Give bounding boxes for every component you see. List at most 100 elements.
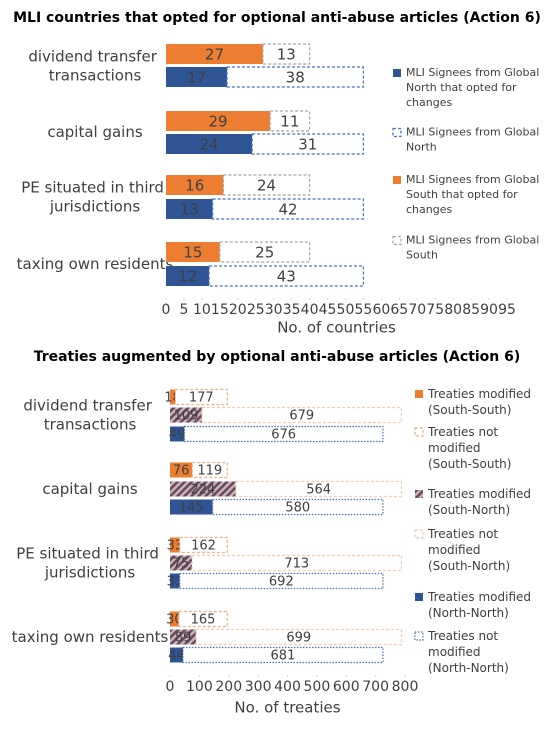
x-tick-label: 15 xyxy=(211,302,229,318)
value-label: 564 xyxy=(306,483,331,498)
bar-segment xyxy=(170,537,180,553)
chart-title: MLI countries that opted for optional an… xyxy=(13,10,541,26)
x-tick-label: 800 xyxy=(392,679,419,695)
x-tick-label: 200 xyxy=(215,679,242,695)
value-label: 145 xyxy=(179,501,204,516)
value-label: 31 xyxy=(298,136,317,154)
x-tick-label: 500 xyxy=(304,679,331,695)
value-label: 224 xyxy=(190,483,215,498)
bar-segment xyxy=(183,425,384,443)
bar-segment xyxy=(191,554,403,572)
x-tick-label: 90 xyxy=(480,302,498,318)
bar-segment xyxy=(170,647,183,663)
legend-label: Treaties modified (North-North) xyxy=(427,590,535,620)
value-label: 75 xyxy=(173,557,190,572)
bar-segment xyxy=(166,67,228,87)
legend-label: MLI Signees from Global North xyxy=(406,126,543,154)
bar-segment xyxy=(166,266,210,286)
category-label: PE situated in third jurisdictions xyxy=(16,544,163,581)
x-tick-label: 70 xyxy=(408,302,426,318)
value-label: 24 xyxy=(200,136,219,154)
category-label: PE situated in third jurisdictions xyxy=(21,178,168,215)
x-tick-label: 30 xyxy=(265,302,283,318)
legend-swatch xyxy=(415,490,423,498)
legend-label: Treaties modified (South-South) xyxy=(427,387,535,417)
legend-swatch xyxy=(392,235,402,246)
bar-segment xyxy=(170,555,193,571)
x-tick-label: 50 xyxy=(337,302,355,318)
value-label: 13 xyxy=(180,201,199,219)
value-label: 109 xyxy=(174,409,199,424)
value-label: 15 xyxy=(183,244,202,262)
value-label: 38 xyxy=(286,69,305,87)
x-tick-label: 65 xyxy=(390,302,408,318)
legend-label: MLI Signees from Global South xyxy=(406,234,543,262)
category-label: dividend transfer transactions xyxy=(28,47,161,84)
x-tick-label: 35 xyxy=(283,302,301,318)
bar-segment xyxy=(269,110,311,132)
value-label: 676 xyxy=(271,428,296,443)
x-tick-label: 60 xyxy=(372,302,390,318)
value-label: 699 xyxy=(286,631,311,646)
x-tick-label: 0 xyxy=(162,302,171,318)
bar-segment xyxy=(166,44,263,64)
legend-swatch xyxy=(392,127,402,138)
bar-segment xyxy=(208,265,365,287)
legend-label: Treaties modified (South-North) xyxy=(427,487,535,517)
x-tick-label: 80 xyxy=(444,302,462,318)
bar-segment xyxy=(170,611,179,627)
bar-segment xyxy=(251,133,365,155)
x-tick-label: 10 xyxy=(193,302,211,318)
value-label: 13 xyxy=(277,46,296,64)
bar-segment xyxy=(170,629,197,645)
bar-segment xyxy=(226,66,365,88)
value-label: 679 xyxy=(289,409,314,424)
x-tick-label: 20 xyxy=(229,302,247,318)
value-label: 681 xyxy=(271,649,296,664)
value-label: 165 xyxy=(191,613,216,628)
x-tick-label: 75 xyxy=(426,302,444,318)
bar-segment xyxy=(212,198,365,220)
x-tick-label: 25 xyxy=(247,302,265,318)
value-label: 177 xyxy=(189,391,214,406)
value-label: 713 xyxy=(284,557,309,572)
bar-segment xyxy=(191,461,228,479)
bar-segment xyxy=(195,628,403,646)
value-label: 25 xyxy=(255,244,274,262)
x-tick-label: 400 xyxy=(274,679,301,695)
x-tick-label: 55 xyxy=(355,302,373,318)
bar-segment xyxy=(179,572,384,590)
legend-label: MLI Signees from Global North that opted… xyxy=(406,66,543,109)
bar-segment xyxy=(170,462,193,478)
x-axis-label: No. of countries xyxy=(277,319,396,337)
bar-segment xyxy=(219,241,311,263)
legend-swatch xyxy=(415,593,423,601)
legend-label: Treaties not modified (South-North) xyxy=(427,527,510,573)
x-tick-label: 700 xyxy=(362,679,389,695)
bar-segment xyxy=(170,573,180,589)
bar-segment xyxy=(174,388,228,406)
legend-swatch xyxy=(415,390,423,398)
legend-label: Treaties not modified (North-North) xyxy=(427,629,509,675)
category-label: taxing own residents xyxy=(17,255,174,273)
bar-segment xyxy=(170,499,213,515)
value-label: 29 xyxy=(209,113,228,131)
bar-segment xyxy=(262,43,311,65)
bar-segment xyxy=(201,406,403,424)
legend-label: Treaties not modified (South-South) xyxy=(427,425,511,471)
bar-segment xyxy=(166,111,271,131)
x-axis-label: No. of treaties xyxy=(234,699,340,717)
legend-swatch xyxy=(414,427,424,437)
bar-segment xyxy=(182,646,384,664)
category-label: capital gains xyxy=(47,123,143,141)
value-label: 692 xyxy=(269,575,294,590)
legend-swatch xyxy=(414,631,424,641)
value-label: 33 xyxy=(167,575,184,590)
x-tick-label: 100 xyxy=(186,679,213,695)
x-tick-label: 600 xyxy=(333,679,360,695)
value-label: 44 xyxy=(168,649,185,664)
bar-segment xyxy=(211,498,384,516)
value-label: 119 xyxy=(197,464,222,479)
